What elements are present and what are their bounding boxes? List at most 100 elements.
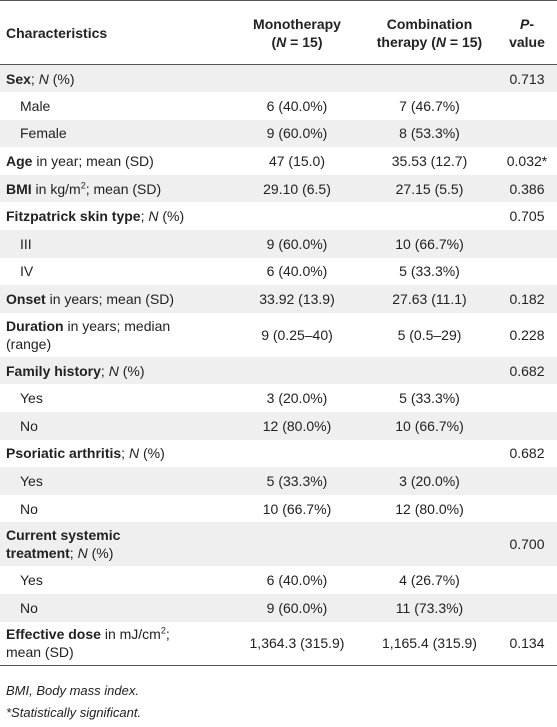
- header-cell: Combination therapy (N = 15): [362, 1, 497, 65]
- row-label: BMI in kg/m2; mean (SD): [0, 175, 232, 203]
- text-run: N: [148, 208, 159, 225]
- text-run: Characteristics: [6, 24, 108, 41]
- cell: 3 (20.0%): [399, 473, 460, 490]
- cell: [362, 357, 497, 385]
- header-row: Characteristics Monotherapy (N = 15) Combin…: [0, 0, 557, 65]
- text-run: N: [435, 33, 447, 50]
- cell: 7 (46.7%): [399, 97, 460, 114]
- table-row: Sex; N (%) 0.713: [0, 64, 557, 93]
- cell: 12 (80.0%): [395, 500, 464, 517]
- table-row: Current systemic treatment; N (%) 0.700: [0, 522, 557, 567]
- cell: [232, 357, 362, 385]
- cell: 27.15 (5.5): [395, 180, 464, 197]
- cell: [362, 202, 497, 230]
- table-row: Psoriatic arthritis; N (%) 0.682: [0, 440, 557, 468]
- cell: [362, 65, 497, 93]
- table-row: Yes 6 (40.0%) 4 (26.7%): [0, 566, 557, 594]
- text-run: BMI: [6, 180, 32, 197]
- text-run: treatment: [6, 545, 70, 562]
- cell: 6 (40.0%): [266, 263, 328, 280]
- table-row: Fitzpatrick skin type; N (%) 0.705: [0, 202, 557, 230]
- cell: 6 (40.0%): [266, 97, 328, 114]
- cell: 8 (53.3%): [399, 125, 460, 142]
- text-run: P: [519, 15, 530, 32]
- text-run: mean (SD): [6, 644, 74, 661]
- cell: [232, 202, 362, 230]
- text-run: ;: [69, 545, 78, 562]
- text-run: N: [128, 445, 140, 462]
- text-run: No: [20, 417, 38, 434]
- row-label: Age in year; mean (SD): [0, 147, 232, 175]
- footnote: *Statistically significant.: [6, 705, 142, 720]
- row-label: Family history; N (%): [0, 357, 232, 385]
- row-label: Yes: [0, 467, 232, 495]
- cell: 0.032*: [506, 153, 548, 170]
- text-run: (%): [139, 445, 165, 462]
- cell: [497, 92, 557, 120]
- table-header: Characteristics Monotherapy (N = 15) Combin…: [0, 0, 557, 65]
- text-run: (%): [87, 545, 114, 562]
- text-run: N: [38, 70, 49, 87]
- row-label: Onset in years; mean (SD): [0, 285, 232, 313]
- text-run: in kg/m: [31, 180, 81, 197]
- cell: 9 (0.25–40): [261, 326, 333, 343]
- row-label: Yes: [0, 566, 232, 594]
- cell: 0.386: [509, 180, 545, 197]
- text-run: ;: [30, 70, 39, 87]
- table-row: Onset in years; mean (SD) 33.92 (13.9) 27.…: [0, 285, 557, 313]
- text-run: Yes: [20, 572, 43, 589]
- text-run: (%): [118, 362, 145, 379]
- cell: [497, 230, 557, 258]
- table-row: Yes 3 (20.0%) 5 (33.3%): [0, 384, 557, 412]
- cell: 5 (33.3%): [399, 390, 460, 407]
- text-run: Sex: [6, 70, 31, 87]
- text-run: N: [77, 545, 88, 562]
- row-label: No: [0, 495, 232, 523]
- header-cell: P-value: [497, 1, 557, 65]
- table-row: No 12 (80.0%) 10 (66.7%): [0, 412, 557, 440]
- table-body: Sex; N (%) 0.713 Male 6 (40.0%) 7 (46.7%) Fem…: [0, 64, 557, 666]
- table-row: Yes 5 (33.3%) 3 (20.0%): [0, 467, 557, 495]
- text-run: Female: [20, 125, 67, 142]
- cell: [497, 566, 557, 594]
- cell: 0.682: [509, 362, 545, 379]
- text-run: N: [108, 362, 119, 379]
- table-row: Duration in years; median (range) 9 (0.25–…: [0, 313, 557, 357]
- text-run: Combination: [386, 15, 473, 32]
- text-run: -value: [509, 15, 545, 50]
- table-row: Female 9 (60.0%) 8 (53.3%): [0, 119, 557, 148]
- cell: 10 (66.7%): [395, 235, 464, 252]
- text-run: IV: [20, 263, 34, 280]
- text-run: in years; mean (SD): [45, 291, 175, 308]
- text-run: Age: [6, 153, 33, 170]
- text-run: Onset: [6, 291, 46, 308]
- row-label: Effective dose in mJ/cm2; mean (SD): [0, 622, 232, 666]
- cell: 0.700: [509, 536, 545, 553]
- table-row: IV 6 (40.0%) 5 (33.3%): [0, 258, 557, 286]
- cell: 5 (0.5–29): [397, 326, 462, 343]
- cell: 12 (80.0%): [262, 417, 332, 434]
- cell: [232, 65, 362, 93]
- cell: 0.713: [509, 70, 545, 87]
- row-label: Yes: [0, 384, 232, 412]
- text-run: ;: [100, 362, 109, 379]
- table-row: Effective dose in mJ/cm2; mean (SD) 1,364.…: [0, 622, 557, 666]
- row-label: Female: [0, 120, 232, 148]
- cell: 0.705: [509, 208, 545, 225]
- table: Characteristics Monotherapy (N = 15) Combin…: [0, 0, 557, 666]
- text-run: (%): [158, 208, 185, 225]
- cell: [497, 594, 557, 622]
- text-run: Fitzpatrick skin type: [6, 208, 141, 225]
- cell: 6 (40.0%): [266, 572, 328, 589]
- cell: 4 (26.7%): [399, 572, 460, 589]
- cell: [497, 495, 557, 523]
- text-run: (range): [6, 335, 52, 352]
- cell: [362, 522, 497, 566]
- text-run: Male: [20, 97, 51, 114]
- cell: [362, 440, 497, 468]
- cell: 10 (66.7%): [395, 417, 464, 434]
- footnotes: BMI, Body mass index. *Statistically sign…: [6, 680, 141, 724]
- row-label: Male: [0, 92, 232, 120]
- row-label: Current systemic treatment; N (%): [0, 522, 232, 566]
